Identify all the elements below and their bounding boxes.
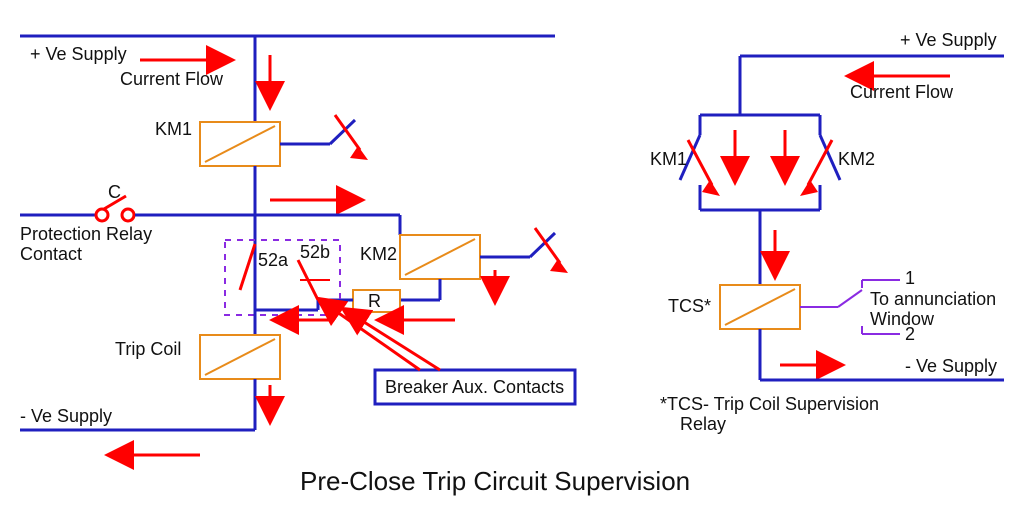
km2-relay xyxy=(400,235,480,279)
protection-relay-label1: Protection Relay xyxy=(20,224,152,244)
to-annun-label2: Window xyxy=(870,309,935,329)
aux-52b-label: 52b xyxy=(300,242,330,262)
left-neg-supply-label: - Ve Supply xyxy=(20,406,112,426)
aux-52b xyxy=(298,260,330,300)
left-current-flow-label: Current Flow xyxy=(120,69,224,89)
right-pos-supply-label: + Ve Supply xyxy=(900,30,997,50)
to-annun-label1: To annunciation xyxy=(870,289,996,309)
r-label: R xyxy=(368,291,381,311)
tcs-note-2: Relay xyxy=(680,414,726,434)
right-km2-label: KM2 xyxy=(838,149,875,169)
km2-nc-contact xyxy=(530,228,568,273)
tcs-co-1-label: 1 xyxy=(905,268,915,288)
km1-label: KM1 xyxy=(155,119,192,139)
tcs-relay xyxy=(720,285,800,329)
left-pos-supply-label: + Ve Supply xyxy=(30,44,127,64)
aux-52a xyxy=(240,244,255,310)
right-current-flow-label: Current Flow xyxy=(850,82,954,102)
trip-coil-label: Trip Coil xyxy=(115,339,181,359)
tcs-note-1: *TCS- Trip Coil Supervision xyxy=(660,394,879,414)
right-km1-label: KM1 xyxy=(650,149,687,169)
tcs-label: TCS* xyxy=(668,296,711,316)
km1-relay xyxy=(200,122,280,166)
km2-label: KM2 xyxy=(360,244,397,264)
km1-nc-contact xyxy=(330,115,368,160)
right-neg-supply-label: - Ve Supply xyxy=(905,356,997,376)
trip-coil-relay xyxy=(200,335,280,379)
aux-52a-label: 52a xyxy=(258,250,289,270)
tcs-co-arm xyxy=(838,290,862,307)
protection-c-label: C xyxy=(108,182,121,202)
breaker-aux-text: Breaker Aux. Contacts xyxy=(385,377,564,397)
protection-relay-label2: Contact xyxy=(20,244,82,264)
diagram-title: Pre-Close Trip Circuit Supervision xyxy=(300,466,690,496)
circuit-diagram: + Ve Supply Current Flow KM1 C Protectio… xyxy=(0,0,1024,511)
